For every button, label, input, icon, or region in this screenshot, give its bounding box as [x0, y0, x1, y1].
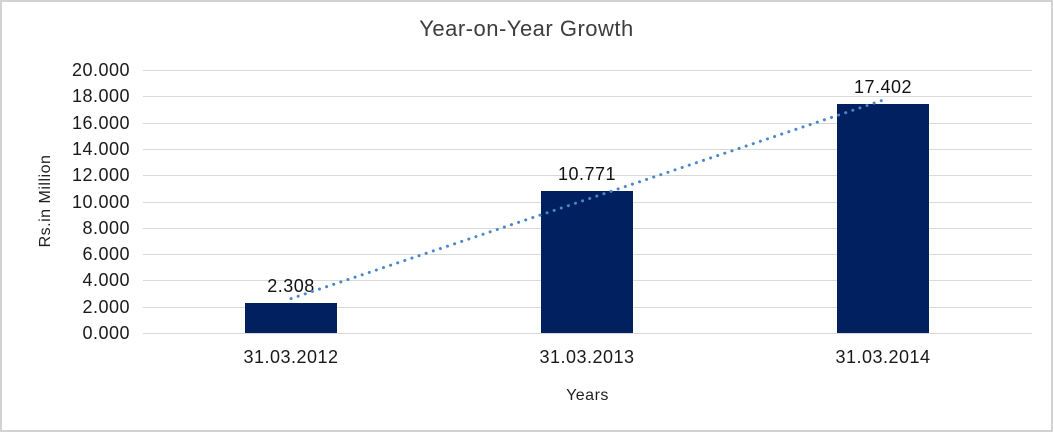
y-tick-label: 18.000 [71, 86, 130, 107]
x-axis-title: Years [566, 387, 609, 404]
y-tick-label: 2.000 [82, 296, 130, 317]
y-tick-label: 4.000 [82, 270, 130, 291]
bar-value-label: 17.402 [853, 77, 913, 98]
y-tick-label: 8.000 [82, 217, 130, 238]
y-tick-label: 16.000 [71, 112, 130, 133]
bar [541, 191, 633, 333]
x-tick-label: 31.03.2012 [243, 347, 339, 367]
plot-area: 2.308 10.771 17.402 [143, 70, 1032, 334]
y-tick-label: 10.000 [71, 191, 130, 212]
bar-value-label: 10.771 [557, 164, 617, 185]
x-tick-label: 31.03.2014 [835, 347, 931, 367]
x-tick-label: 31.03.2013 [539, 347, 635, 367]
y-tick-label: 14.000 [71, 138, 130, 159]
y-tick-label: 0.000 [82, 323, 130, 343]
chart-title: Year-on-Year Growth [419, 16, 634, 41]
y-tick-label: 20.000 [71, 60, 130, 80]
gridline [143, 333, 1032, 334]
gridline [143, 96, 1032, 98]
bar [245, 302, 337, 333]
y-tick-label: 12.000 [71, 165, 130, 186]
bar-value-label: 2.308 [267, 275, 315, 296]
bar [837, 104, 929, 333]
gridline [143, 70, 1032, 71]
y-tick-label: 6.000 [82, 244, 130, 265]
